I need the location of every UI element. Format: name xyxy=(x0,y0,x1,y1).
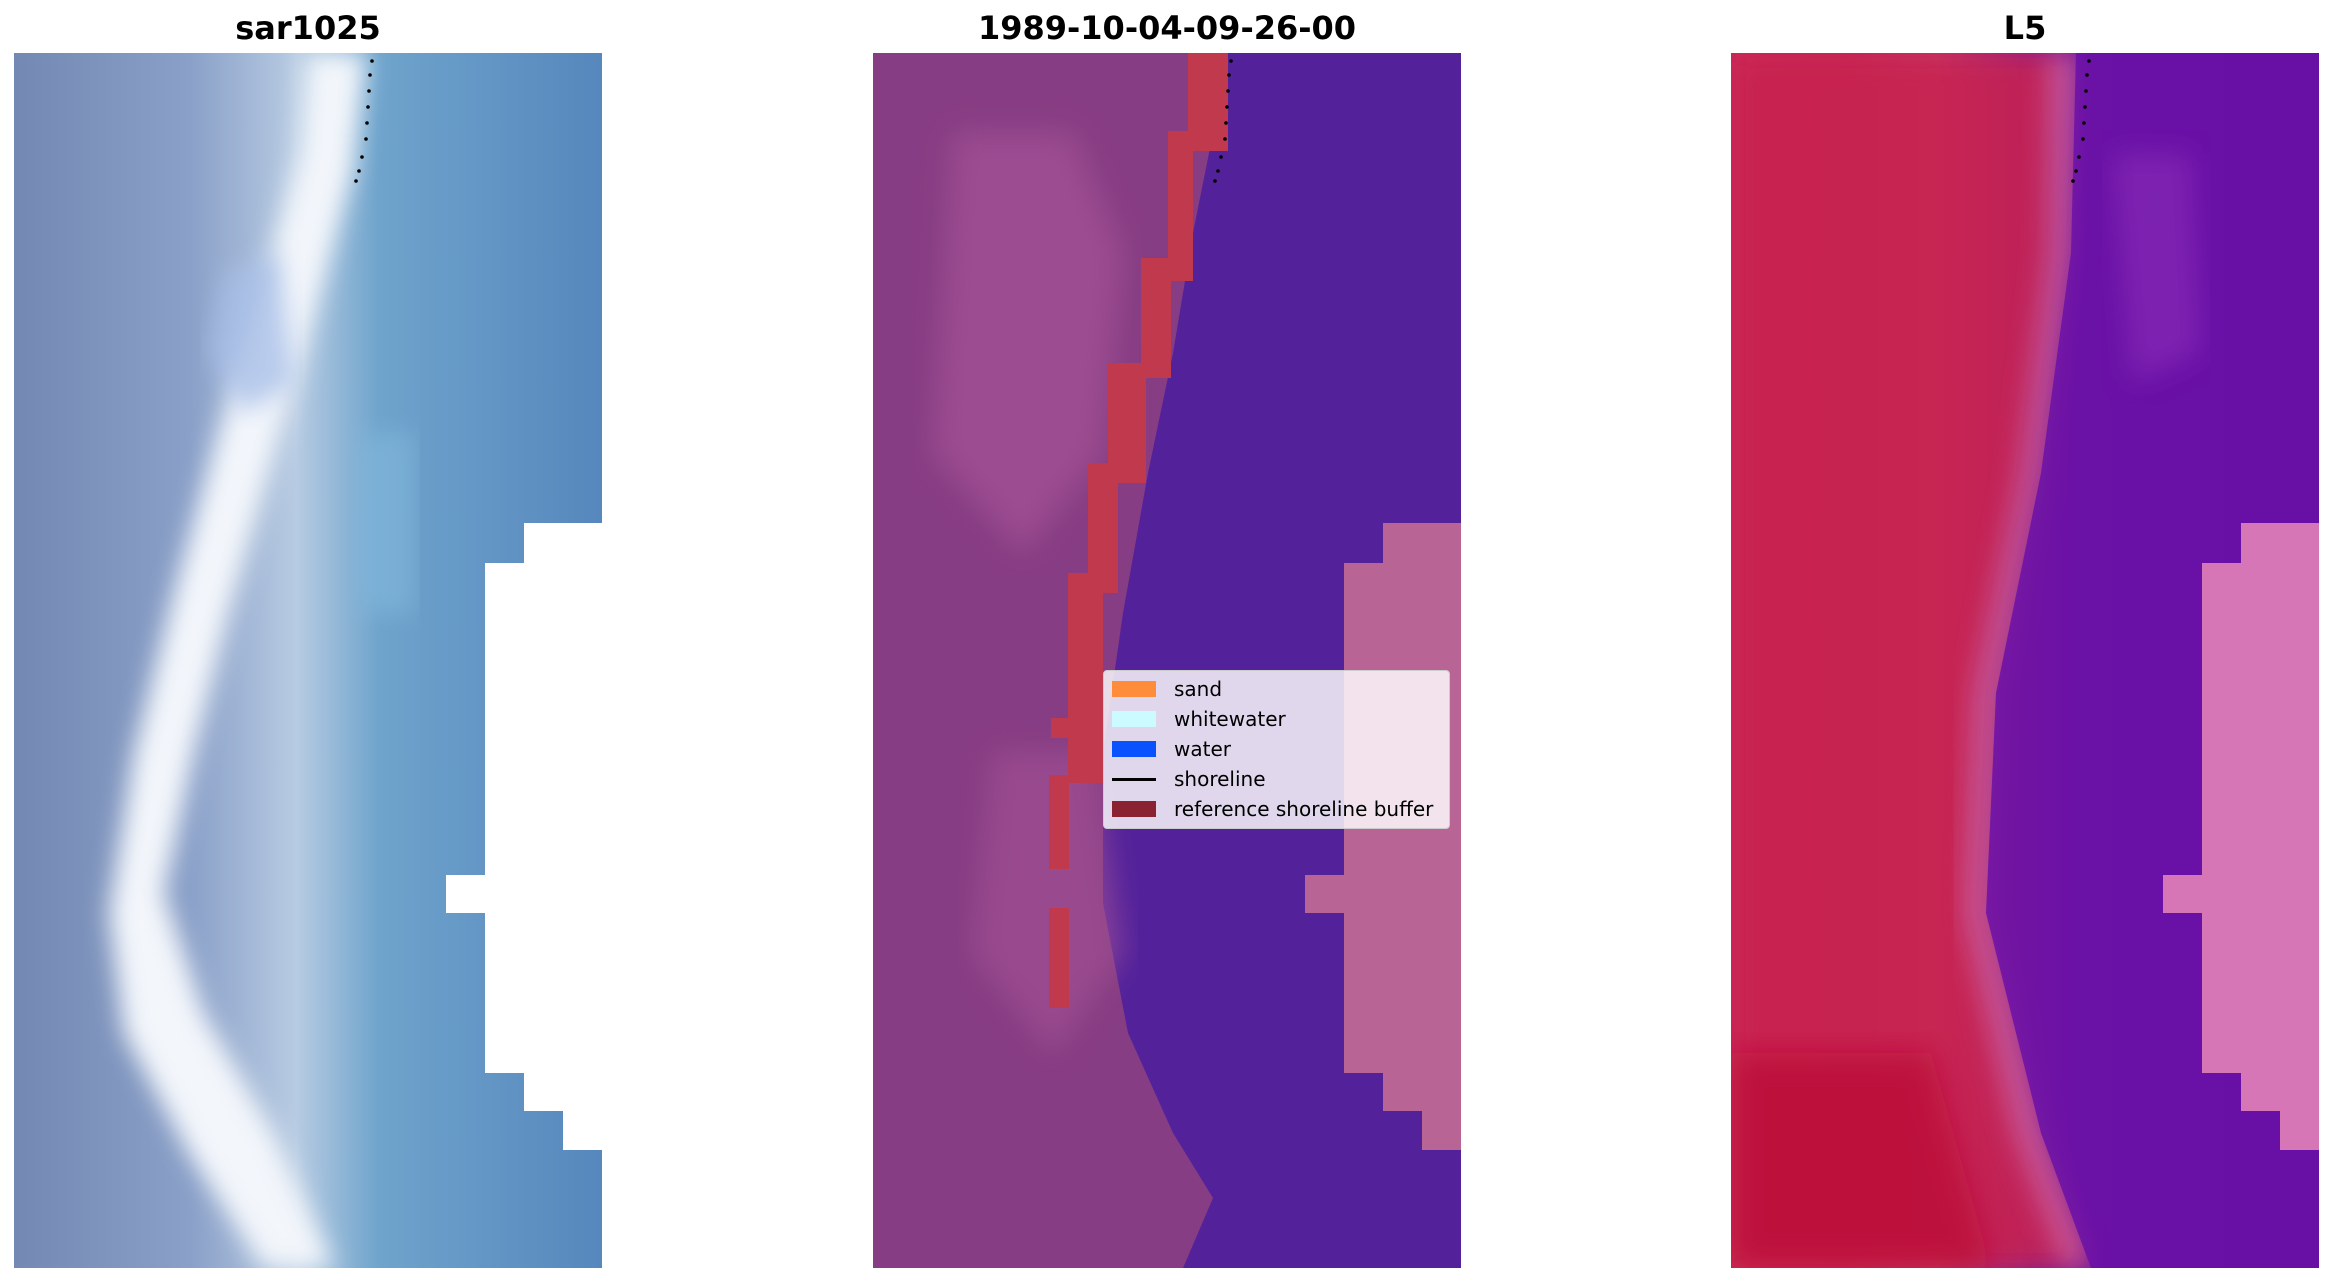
legend-item-water: water xyxy=(1112,737,1231,761)
panel-title-sar1025: sar1025 xyxy=(235,9,381,47)
panel-title-l5: L5 xyxy=(2003,9,2047,47)
rgb-image-panel xyxy=(14,53,602,1268)
classification-panel xyxy=(873,53,1461,1268)
reference-shoreline-dots xyxy=(354,59,374,183)
legend-swatch-reference-buffer xyxy=(1112,801,1156,817)
reference-shoreline-buffer xyxy=(1049,53,1228,1008)
l5-index-panel xyxy=(1731,53,2319,1268)
reference-shoreline-dots xyxy=(1213,59,1233,183)
legend-item-reference-buffer: reference shoreline buffer xyxy=(1112,797,1433,821)
legend-swatch-shoreline xyxy=(1112,777,1156,781)
panel-title-date: 1989-10-04-09-26-00 xyxy=(977,9,1357,47)
legend: sand whitewater water shoreline referenc… xyxy=(1103,670,1450,829)
reference-shoreline-dots xyxy=(2071,59,2091,183)
legend-label: water xyxy=(1174,737,1231,761)
legend-item-sand: sand xyxy=(1112,677,1222,701)
nodata-mask xyxy=(446,523,602,1150)
legend-label: shoreline xyxy=(1174,767,1266,791)
surf-band xyxy=(109,53,366,1268)
legend-label: whitewater xyxy=(1174,707,1286,731)
legend-item-shoreline: shoreline xyxy=(1112,767,1266,791)
legend-swatch-sand xyxy=(1112,681,1156,697)
nodata-mask xyxy=(2163,523,2319,1150)
legend-label: sand xyxy=(1174,677,1223,701)
legend-swatch-water xyxy=(1112,741,1156,757)
legend-label: reference shoreline buffer xyxy=(1174,797,1434,821)
legend-item-whitewater: whitewater xyxy=(1112,707,1286,731)
legend-swatch-whitewater xyxy=(1112,711,1156,727)
